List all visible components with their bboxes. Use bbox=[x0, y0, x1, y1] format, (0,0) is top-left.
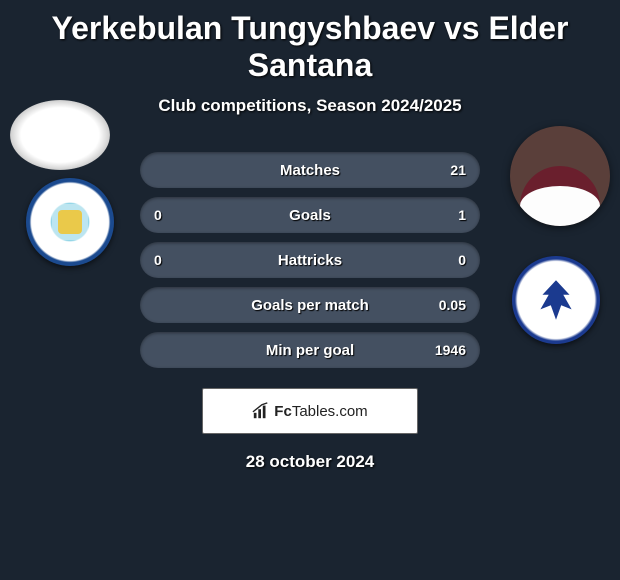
stat-label: Goals per match bbox=[140, 297, 480, 314]
stat-right-value: 1946 bbox=[435, 342, 466, 358]
stat-label: Goals bbox=[140, 207, 480, 224]
stat-label: Min per goal bbox=[140, 342, 480, 359]
source-badge: FcTables.com bbox=[202, 388, 418, 434]
stat-right-value: 21 bbox=[436, 162, 466, 178]
player-right-portrait bbox=[510, 126, 610, 226]
stat-row: Min per goal 1946 bbox=[140, 332, 480, 368]
eagle-icon bbox=[530, 274, 582, 326]
player-left-portrait bbox=[10, 100, 110, 170]
club-left-logo bbox=[26, 178, 114, 266]
infographic-container: Yerkebulan Tungyshbaev vs Elder Santana … bbox=[0, 0, 620, 580]
badge-text-suffix: Tables.com bbox=[292, 403, 368, 420]
stat-label: Hattricks bbox=[140, 252, 480, 269]
badge-text-prefix: Fc bbox=[274, 403, 292, 420]
badge-text: FcTables.com bbox=[274, 403, 367, 420]
stat-right-value: 0 bbox=[436, 252, 466, 268]
chart-icon bbox=[252, 402, 270, 420]
stat-label: Matches bbox=[140, 162, 480, 179]
page-title: Yerkebulan Tungyshbaev vs Elder Santana bbox=[0, 0, 620, 84]
stat-row: Goals per match 0.05 bbox=[140, 287, 480, 323]
stat-row: Matches 21 bbox=[140, 152, 480, 188]
stat-left-value: 0 bbox=[154, 252, 184, 268]
stat-left-value: 0 bbox=[154, 207, 184, 223]
stat-right-value: 0.05 bbox=[436, 297, 466, 313]
stat-row: 0 Goals 1 bbox=[140, 197, 480, 233]
club-right-logo bbox=[512, 256, 600, 344]
stat-right-value: 1 bbox=[436, 207, 466, 223]
date-label: 28 october 2024 bbox=[0, 452, 620, 472]
stat-row: 0 Hattricks 0 bbox=[140, 242, 480, 278]
